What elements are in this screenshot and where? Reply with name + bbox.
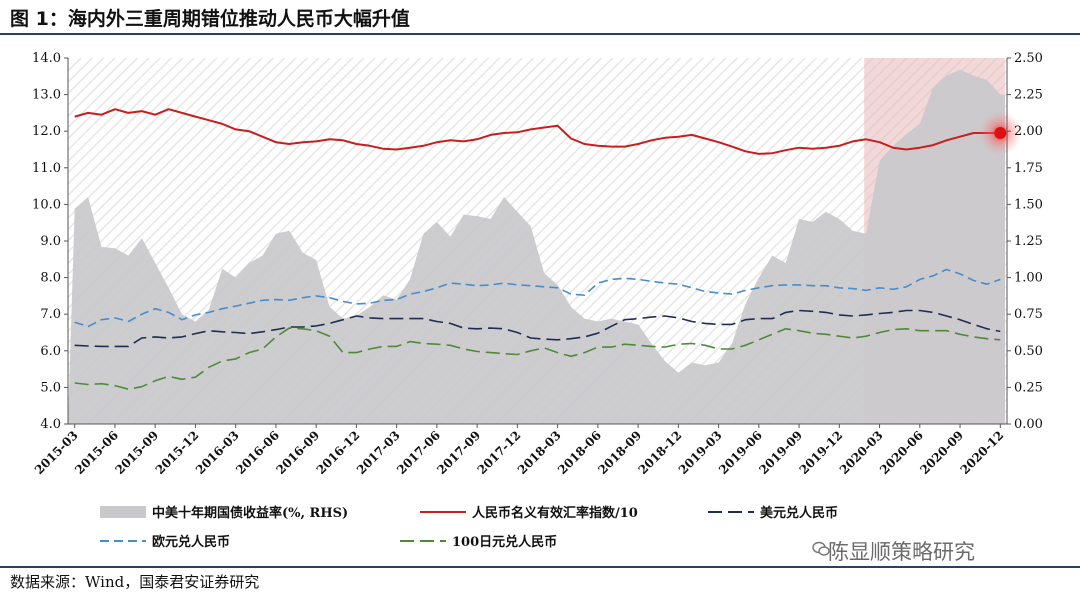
series-line-2 <box>74 309 1001 348</box>
series-line-1 <box>74 108 1001 155</box>
legend-label: 100日元兑人民币 <box>452 534 557 550</box>
y-right-tick-label: 0.50 <box>1014 344 1043 359</box>
highlight-point <box>994 127 1007 140</box>
series-line-3 <box>74 268 1001 328</box>
data-source: 数据来源：Wind，国泰君安证券研究 <box>10 573 260 591</box>
top-rule <box>0 33 1080 35</box>
y-left-tick-label: 4.0 <box>40 417 61 432</box>
x-tick-label: 2020-12 <box>958 428 1007 477</box>
y-left-tick-label: 11.0 <box>32 161 61 176</box>
y-left-tick-label: 13.0 <box>32 88 61 103</box>
y-left-tick-label: 12.0 <box>32 124 61 139</box>
legend-label: 中美十年期国债收益率(%, RHS) <box>152 505 348 521</box>
y-right-tick-label: 2.25 <box>1014 88 1043 103</box>
legend-label: 人民币名义有效汇率指数/10 <box>472 505 638 521</box>
y-right-tick-label: 0.25 <box>1014 380 1043 395</box>
bottom-rule <box>0 566 1080 568</box>
y-right-tick-label: 1.25 <box>1014 234 1043 249</box>
y-right-tick-label: 1.50 <box>1014 197 1043 212</box>
y-left-tick-label: 9.0 <box>40 234 61 249</box>
legend-label: 欧元兑人民币 <box>152 534 230 550</box>
legend-label: 美元兑人民币 <box>760 505 838 521</box>
y-left-tick-label: 10.0 <box>32 197 61 212</box>
y-left-tick-label: 6.0 <box>40 344 61 359</box>
y-right-tick-label: 2.00 <box>1014 124 1043 139</box>
y-right-tick-label: 0.75 <box>1014 307 1043 322</box>
series-line-4 <box>74 327 1001 390</box>
figure-title: 图 1：海内外三重周期错位推动人民币大幅升值 <box>10 8 410 30</box>
y-left-tick-label: 8.0 <box>40 271 61 286</box>
y-left-tick-label: 14.0 <box>32 51 61 66</box>
legend-swatch-area <box>100 506 146 518</box>
y-right-tick-label: 2.50 <box>1014 51 1043 66</box>
y-left-tick-label: 5.0 <box>40 380 61 395</box>
wechat-icon <box>812 540 830 558</box>
y-right-tick-label: 0.00 <box>1014 417 1043 432</box>
chart: 4.0 5.0 6.0 7.0 8.0 9.0 10.0 11.0 12.0 13.0 14.0 0.… <box>32 51 1043 550</box>
y-right-tick-label: 1.75 <box>1014 161 1043 176</box>
watermark: 陈显顺策略研究 <box>828 540 975 564</box>
y-right-tick-label: 1.00 <box>1014 271 1043 286</box>
y-left-tick-label: 7.0 <box>40 307 61 322</box>
